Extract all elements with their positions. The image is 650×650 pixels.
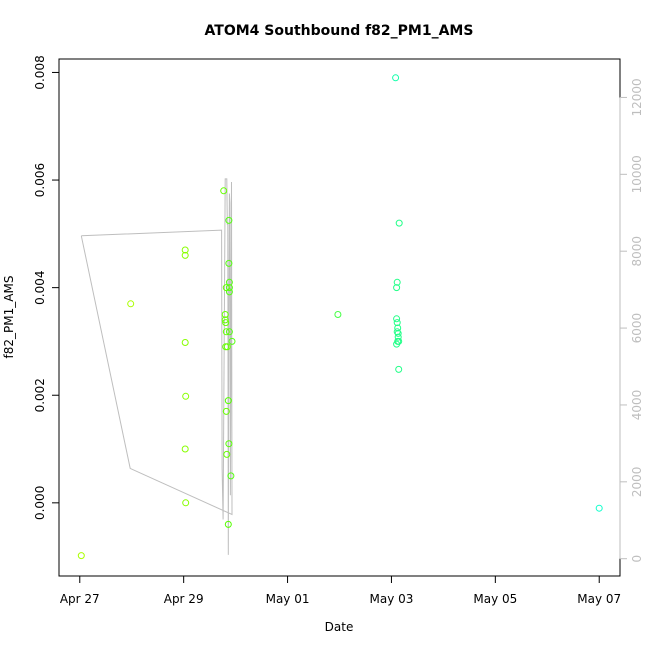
data-point bbox=[227, 472, 235, 480]
data-point bbox=[181, 251, 189, 259]
data-point bbox=[225, 440, 233, 448]
data-point bbox=[393, 319, 401, 327]
y2-tick-label: 10000 bbox=[630, 155, 644, 193]
data-point bbox=[228, 337, 236, 345]
y2-tick-label: 0 bbox=[630, 555, 644, 563]
data-point bbox=[222, 319, 230, 327]
data-point bbox=[181, 339, 189, 346]
x-axis: Apr 27 Apr 29 May 01 May 03 May 05 May 07 bbox=[60, 575, 621, 606]
data-point bbox=[182, 392, 190, 400]
secondary-series-line bbox=[80, 178, 233, 555]
y2-tick-label: 2000 bbox=[630, 467, 644, 498]
data-point bbox=[394, 333, 402, 341]
data-point bbox=[222, 328, 230, 336]
data-point bbox=[595, 504, 603, 512]
data-point bbox=[181, 445, 189, 453]
y-tick-label: 0.004 bbox=[33, 270, 47, 304]
x-tick-label: May 01 bbox=[266, 592, 310, 606]
data-point bbox=[395, 219, 403, 227]
data-point bbox=[220, 187, 228, 195]
data-point bbox=[222, 407, 230, 415]
data-point bbox=[225, 278, 233, 286]
y-tick-label: 0.000 bbox=[33, 486, 47, 520]
x-tick-label: May 03 bbox=[369, 592, 413, 606]
data-point bbox=[395, 365, 403, 373]
y2-axis: 0 2000 4000 6000 8000 10000 12000 bbox=[619, 78, 644, 563]
y-axis-label: f82_PM1_AMS bbox=[2, 276, 16, 359]
y2-tick-label: 8000 bbox=[630, 236, 644, 267]
data-point bbox=[77, 552, 85, 560]
data-point bbox=[393, 315, 401, 323]
x-tick-label: May 05 bbox=[473, 592, 517, 606]
y-tick-label: 0.008 bbox=[33, 55, 47, 89]
y-tick-label: 0.002 bbox=[33, 378, 47, 412]
x-axis-label: Date bbox=[325, 620, 354, 634]
points-layer bbox=[77, 74, 603, 560]
data-point bbox=[223, 450, 231, 458]
y2-tick-label: 4000 bbox=[630, 390, 644, 421]
data-point bbox=[394, 324, 402, 332]
data-point bbox=[392, 74, 400, 82]
y-axis: 0.000 0.002 0.004 0.006 0.008 bbox=[33, 55, 60, 520]
data-point bbox=[221, 316, 229, 324]
y2-tick-label: 12000 bbox=[630, 78, 644, 116]
y-tick-label: 0.006 bbox=[33, 163, 47, 197]
data-point bbox=[225, 288, 233, 296]
y2-tick-label: 6000 bbox=[630, 313, 644, 344]
data-point bbox=[224, 397, 232, 405]
data-point bbox=[334, 311, 342, 318]
chart-title: ATOM4 Southbound f82_PM1_AMS bbox=[205, 23, 474, 39]
data-point bbox=[182, 499, 190, 507]
x-tick-label: Apr 27 bbox=[60, 592, 100, 606]
data-point bbox=[223, 343, 231, 351]
data-point bbox=[393, 328, 401, 336]
data-point bbox=[225, 328, 233, 336]
data-point bbox=[224, 520, 232, 528]
data-point bbox=[395, 337, 403, 345]
data-point bbox=[225, 216, 233, 224]
data-point bbox=[127, 300, 135, 308]
data-point bbox=[393, 278, 401, 286]
secondary-line-layer bbox=[80, 178, 233, 555]
x-tick-label: May 07 bbox=[577, 592, 621, 606]
data-point bbox=[225, 284, 233, 292]
data-point bbox=[394, 329, 402, 337]
data-point bbox=[181, 246, 189, 254]
data-point bbox=[393, 284, 401, 292]
data-point bbox=[225, 259, 233, 267]
data-point bbox=[221, 311, 229, 318]
x-tick-label: Apr 29 bbox=[164, 592, 204, 606]
